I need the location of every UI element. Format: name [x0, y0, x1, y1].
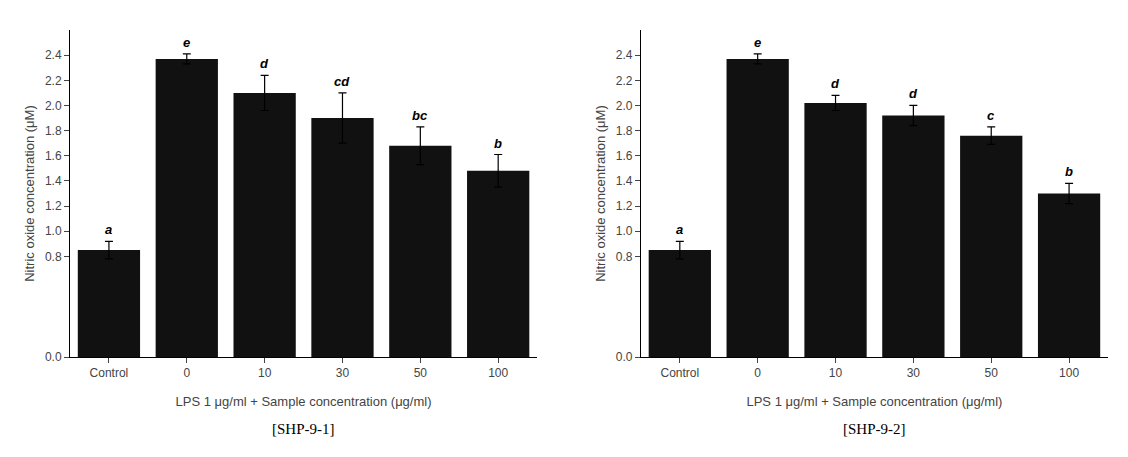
- svg-text:100: 100: [488, 366, 508, 380]
- svg-text:e: e: [754, 35, 761, 50]
- svg-text:2.0: 2.0: [616, 99, 633, 113]
- svg-text:1.0: 1.0: [45, 224, 62, 238]
- svg-text:[SHP-9-2]: [SHP-9-2]: [843, 421, 906, 437]
- svg-text:1.0: 1.0: [616, 224, 633, 238]
- svg-text:bc: bc: [412, 108, 428, 123]
- svg-text:2.2: 2.2: [45, 74, 62, 88]
- svg-text:a: a: [105, 222, 112, 237]
- svg-text:100: 100: [1059, 366, 1079, 380]
- svg-text:2.4: 2.4: [616, 48, 633, 62]
- svg-text:30: 30: [336, 366, 350, 380]
- svg-text:d: d: [831, 76, 840, 91]
- svg-text:Nitric oxide concentration (μM: Nitric oxide concentration (μM): [593, 105, 608, 282]
- svg-text:1.4: 1.4: [45, 174, 62, 188]
- svg-text:10: 10: [829, 366, 843, 380]
- svg-text:0: 0: [183, 366, 190, 380]
- svg-text:1.4: 1.4: [616, 174, 633, 188]
- svg-text:b: b: [494, 136, 502, 151]
- svg-text:0.0: 0.0: [616, 350, 633, 364]
- svg-text:50: 50: [985, 366, 999, 380]
- svg-text:30: 30: [907, 366, 921, 380]
- svg-text:LPS 1 μg/ml + Sample concentra: LPS 1 μg/ml + Sample concentration (μg/m…: [176, 394, 432, 409]
- svg-text:2.2: 2.2: [616, 74, 633, 88]
- svg-text:Nitric oxide concentration (μM: Nitric oxide concentration (μM): [22, 105, 37, 282]
- svg-text:[SHP-9-1]: [SHP-9-1]: [272, 421, 335, 437]
- svg-text:d: d: [909, 86, 918, 101]
- svg-text:1.6: 1.6: [45, 149, 62, 163]
- svg-text:1.2: 1.2: [45, 199, 62, 213]
- svg-text:10: 10: [258, 366, 272, 380]
- svg-text:a: a: [676, 222, 683, 237]
- svg-text:0: 0: [754, 366, 761, 380]
- svg-text:0.8: 0.8: [45, 250, 62, 264]
- svg-text:0.8: 0.8: [616, 250, 633, 264]
- svg-text:Control: Control: [660, 366, 699, 380]
- svg-text:0.0: 0.0: [45, 350, 62, 364]
- svg-text:1.8: 1.8: [45, 124, 62, 138]
- svg-text:cd: cd: [334, 74, 350, 89]
- svg-text:c: c: [987, 108, 995, 123]
- svg-text:e: e: [183, 35, 190, 50]
- svg-text:2.0: 2.0: [45, 99, 62, 113]
- svg-text:1.2: 1.2: [616, 199, 633, 213]
- svg-text:50: 50: [414, 366, 428, 380]
- svg-text:LPS 1 μg/ml + Sample concentra: LPS 1 μg/ml + Sample concentration (μg/m…: [746, 394, 1002, 409]
- svg-text:1.8: 1.8: [616, 124, 633, 138]
- svg-text:2.4: 2.4: [45, 48, 62, 62]
- svg-text:Control: Control: [90, 366, 129, 380]
- svg-text:d: d: [260, 56, 269, 71]
- svg-text:b: b: [1065, 164, 1073, 179]
- svg-text:1.6: 1.6: [616, 149, 633, 163]
